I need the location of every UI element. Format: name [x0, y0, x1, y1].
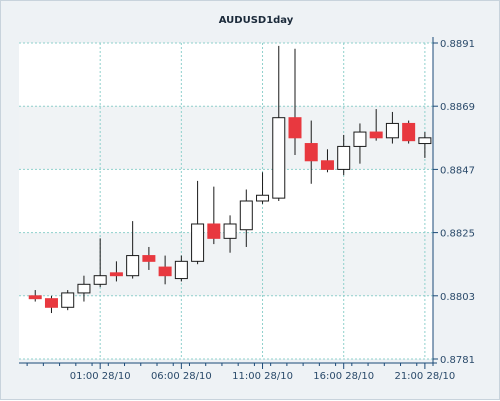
candle: [385, 111, 399, 144]
candle: [369, 109, 383, 141]
candle-body-down: [109, 272, 123, 277]
candle-body-down: [369, 131, 383, 139]
candle-body-up: [93, 275, 107, 285]
candle-body-up: [256, 194, 270, 202]
candle: [402, 120, 416, 144]
candle: [288, 48, 302, 156]
candle: [418, 132, 432, 158]
candle: [77, 275, 91, 302]
y-tick-label: 0.8781: [440, 355, 475, 366]
candle: [223, 215, 237, 253]
candle: [304, 120, 318, 184]
x-tick-label: 21:00 28/10: [394, 371, 455, 382]
x-tick-label: 01:00 28/10: [70, 371, 131, 382]
candle: [191, 180, 205, 265]
candle-body-up: [272, 117, 286, 199]
y-tick-label: 0.8847: [440, 165, 475, 176]
candle-body-down: [28, 295, 42, 300]
candle: [207, 186, 221, 245]
grid-lines: [19, 42, 433, 360]
candle-body-up: [418, 137, 432, 145]
candle: [61, 290, 75, 311]
plot-area: [19, 43, 433, 359]
x-tick-label: 06:00 28/10: [151, 371, 212, 382]
candle: [44, 295, 58, 314]
x-tick-label: 11:00 28/10: [232, 371, 293, 382]
candle-body-up: [353, 131, 367, 147]
y-axis-ticks: 0.8891 0.8869 0.8847 0.8825 0.8803 0.8781: [433, 39, 475, 366]
candle-body-down: [158, 266, 172, 277]
candle-body-up: [385, 122, 399, 139]
candle-body-down: [44, 298, 58, 308]
candle: [93, 238, 107, 288]
candle: [28, 290, 42, 302]
candle-body-up: [174, 260, 188, 280]
candles: [28, 45, 432, 314]
candle: [337, 134, 351, 176]
candle-body-up: [61, 292, 75, 308]
candle-body-up: [77, 283, 91, 294]
candle-body-up: [126, 255, 140, 277]
candle: [239, 189, 253, 247]
candle: [353, 123, 367, 164]
candle-body-up: [223, 223, 237, 239]
candle: [109, 261, 123, 282]
y-tick-label: 0.8891: [440, 39, 475, 50]
candle-body-down: [304, 143, 318, 162]
candle: [174, 255, 188, 282]
candle: [272, 45, 286, 201]
y-tick-label: 0.8825: [440, 229, 475, 240]
candle: [126, 221, 140, 279]
candle-body-up: [191, 223, 205, 262]
candle-body-down: [288, 117, 302, 139]
candle-body-up: [239, 200, 253, 231]
candle-body-down: [142, 255, 156, 262]
candle: [320, 149, 334, 173]
candle-body-up: [337, 145, 351, 170]
candle: [142, 246, 156, 270]
axes: [19, 37, 437, 364]
x-tick-label: 16:00 28/10: [313, 371, 374, 382]
candle-body-down: [402, 122, 416, 142]
x-axis-ticks: 01:00 28/10 06:00 28/10 11:00 28/10 16:00 2…: [26, 363, 455, 382]
y-tick-label: 0.8869: [440, 102, 475, 113]
candle: [256, 172, 270, 204]
candle: [158, 255, 172, 285]
candle-body-down: [320, 160, 334, 170]
candle-body-down: [207, 223, 221, 239]
chart-title: AUDUSD1day: [219, 15, 294, 26]
y-tick-label: 0.8803: [440, 292, 475, 303]
